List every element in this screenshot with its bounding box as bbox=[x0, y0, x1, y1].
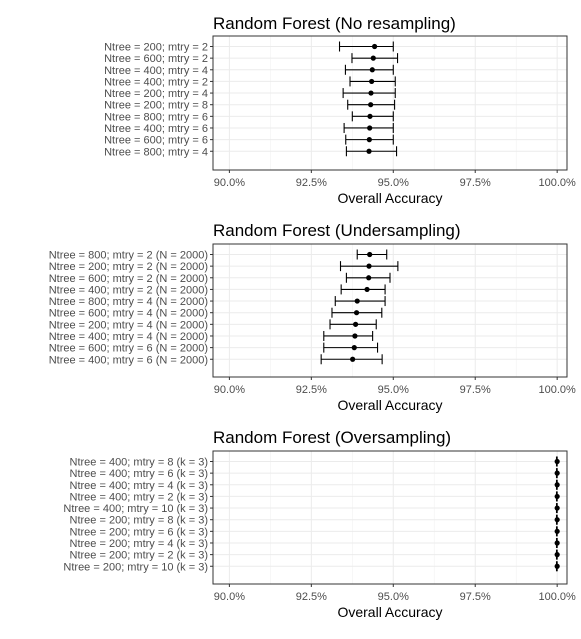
y-tick-label: Ntree = 600; mtry = 2 bbox=[104, 53, 208, 65]
y-tick-label: Ntree = 800; mtry = 4 bbox=[104, 146, 208, 158]
data-point bbox=[366, 148, 372, 154]
data-point bbox=[352, 333, 358, 339]
data-point bbox=[370, 55, 376, 61]
chart-title: Random Forest (Undersampling) bbox=[213, 221, 461, 240]
y-tick-label: Ntree = 400; mtry = 4 (N = 2000) bbox=[49, 331, 208, 343]
panel-border bbox=[212, 35, 568, 171]
data-point bbox=[554, 470, 560, 476]
data-point bbox=[554, 563, 560, 569]
x-tick-label: 95.0% bbox=[378, 177, 409, 189]
data-point bbox=[371, 43, 378, 50]
data-point bbox=[554, 482, 560, 488]
data-point bbox=[369, 67, 375, 73]
y-tick-label: Ntree = 200; mtry = 8 bbox=[104, 100, 208, 112]
y-tick-label: Ntree = 200; mtry = 2 (k = 3) bbox=[70, 550, 208, 562]
y-tick-label: Ntree = 200; mtry = 6 (k = 3) bbox=[70, 526, 208, 538]
panel-border bbox=[212, 243, 568, 378]
y-tick-label: Ntree = 200; mtry = 4 (N = 2000) bbox=[49, 319, 208, 331]
data-point bbox=[354, 298, 360, 304]
data-point bbox=[367, 113, 373, 119]
x-tick-label: 92.5% bbox=[296, 591, 327, 603]
y-tick-label: Ntree = 200; mtry = 10 (k = 3) bbox=[63, 561, 208, 573]
y-tick-label: Ntree = 400; mtry = 4 bbox=[104, 65, 208, 77]
data-point bbox=[554, 540, 560, 546]
data-point bbox=[366, 137, 372, 143]
data-point bbox=[366, 263, 372, 269]
y-tick-label: Ntree = 600; mtry = 4 (N = 2000) bbox=[49, 308, 208, 320]
data-point bbox=[369, 78, 375, 85]
y-tick-label: Ntree = 200; mtry = 8 (k = 3) bbox=[70, 515, 208, 527]
y-tick-label: Ntree = 400; mtry = 4 (k = 3) bbox=[70, 480, 208, 492]
x-tick-label: 90.0% bbox=[214, 177, 245, 189]
x-tick-label: 100.0% bbox=[539, 177, 577, 189]
data-point bbox=[351, 345, 357, 351]
y-tick-label: Ntree = 200; mtry = 4 bbox=[104, 88, 208, 100]
data-point bbox=[353, 310, 360, 316]
y-tick-label: Ntree = 200; mtry = 2 (N = 2000) bbox=[49, 261, 208, 273]
x-tick-label: 100.0% bbox=[539, 591, 577, 603]
y-tick-label: Ntree = 600; mtry = 6 (N = 2000) bbox=[49, 343, 208, 355]
data-point bbox=[554, 493, 560, 500]
x-tick-label: 100.0% bbox=[539, 384, 577, 396]
data-point bbox=[554, 528, 560, 534]
x-tick-label: 90.0% bbox=[214, 591, 245, 603]
x-tick-label: 97.5% bbox=[460, 591, 491, 603]
x-tick-label: 97.5% bbox=[460, 177, 491, 189]
data-point bbox=[368, 90, 374, 96]
x-tick-label: 95.0% bbox=[378, 591, 409, 603]
y-tick-label: Ntree = 800; mtry = 4 (N = 2000) bbox=[49, 296, 208, 308]
x-tick-label: 90.0% bbox=[214, 384, 245, 396]
y-tick-label: Ntree = 800; mtry = 2 (N = 2000) bbox=[49, 250, 208, 262]
data-point bbox=[350, 356, 356, 362]
x-tick-label: 92.5% bbox=[296, 177, 327, 189]
y-tick-label: Ntree = 400; mtry = 2 bbox=[104, 76, 208, 88]
y-tick-label: Ntree = 400; mtry = 2 (k = 3) bbox=[70, 491, 208, 503]
x-tick-label: 97.5% bbox=[460, 384, 491, 396]
y-tick-label: Ntree = 600; mtry = 2 (N = 2000) bbox=[49, 273, 208, 285]
data-point bbox=[352, 321, 359, 327]
y-tick-label: Ntree = 400; mtry = 8 (k = 3) bbox=[70, 457, 208, 469]
data-point bbox=[366, 275, 372, 281]
chart-title: Random Forest (No resampling) bbox=[213, 14, 456, 33]
panel-border bbox=[212, 450, 568, 585]
y-tick-label: Ntree = 400; mtry = 6 (k = 3) bbox=[70, 468, 208, 480]
y-tick-label: Ntree = 800; mtry = 6 bbox=[104, 111, 208, 123]
x-tick-label: 95.0% bbox=[378, 384, 409, 396]
data-point bbox=[368, 102, 374, 108]
y-tick-label: Ntree = 200; mtry = 4 (k = 3) bbox=[70, 538, 208, 550]
x-tick-label: 92.5% bbox=[296, 384, 327, 396]
data-point bbox=[364, 286, 370, 293]
data-point bbox=[554, 458, 560, 465]
y-tick-label: Ntree = 400; mtry = 6 bbox=[104, 123, 208, 135]
y-tick-label: Ntree = 200; mtry = 2 bbox=[104, 42, 208, 54]
y-tick-label: Ntree = 600; mtry = 6 bbox=[104, 135, 208, 147]
x-axis-label: Overall Accuracy bbox=[337, 190, 442, 206]
y-tick-label: Ntree = 400; mtry = 2 (N = 2000) bbox=[49, 284, 208, 296]
data-point bbox=[554, 552, 560, 558]
y-tick-label: Ntree = 400; mtry = 6 (N = 2000) bbox=[49, 354, 208, 366]
y-tick-label: Ntree = 400; mtry = 10 (k = 3) bbox=[63, 503, 208, 515]
chart-title: Random Forest (Oversampling) bbox=[213, 428, 451, 447]
data-point bbox=[554, 517, 560, 523]
data-point bbox=[367, 251, 373, 258]
data-point bbox=[367, 125, 373, 131]
x-axis-label: Overall Accuracy bbox=[337, 604, 442, 620]
x-axis-label: Overall Accuracy bbox=[337, 397, 442, 413]
data-point bbox=[554, 505, 560, 511]
